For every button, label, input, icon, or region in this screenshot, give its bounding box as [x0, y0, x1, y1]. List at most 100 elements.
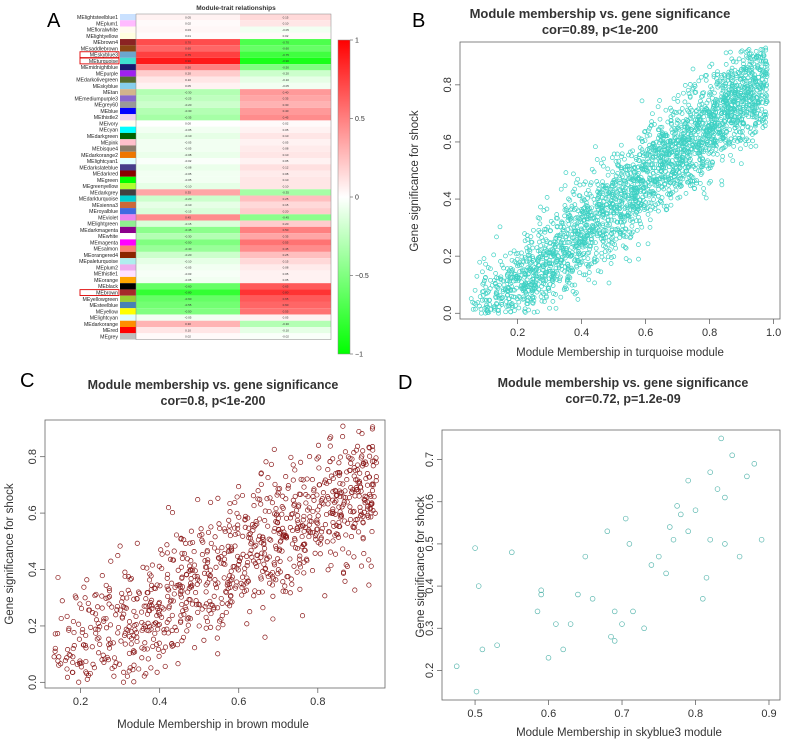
data-point — [307, 454, 313, 460]
data-point — [317, 551, 323, 557]
cell-value: -0.20 — [185, 253, 192, 257]
data-point — [643, 200, 648, 205]
data-point — [611, 210, 616, 216]
data-point — [543, 289, 549, 295]
data-point — [280, 525, 286, 531]
data-point — [177, 591, 183, 597]
data-point — [628, 234, 634, 240]
data-point — [567, 197, 573, 203]
data-point — [262, 566, 268, 572]
data-point — [327, 549, 334, 555]
data-point — [154, 669, 160, 675]
heatmap-cell — [136, 51, 240, 58]
data-point — [615, 219, 621, 225]
data-point — [637, 145, 643, 150]
data-point — [729, 83, 735, 89]
data-point — [513, 251, 519, 257]
data-point — [619, 621, 625, 627]
heatmap-cell — [240, 157, 331, 165]
data-point — [81, 584, 87, 590]
data-point — [128, 641, 134, 647]
data-point — [307, 514, 313, 520]
data-point — [184, 628, 190, 634]
data-point — [260, 536, 266, 543]
cell-value: -0.30 — [185, 90, 192, 94]
data-point — [317, 482, 323, 488]
data-point — [670, 163, 676, 169]
data-point — [590, 227, 595, 232]
data-point — [636, 175, 641, 181]
module-color-swatch — [120, 208, 136, 215]
data-point — [595, 217, 600, 223]
data-point — [287, 556, 293, 562]
heatmap-cell — [136, 258, 240, 265]
module-color-swatch — [120, 189, 136, 196]
data-point — [740, 125, 745, 131]
data-point — [725, 140, 731, 146]
data-point — [733, 71, 738, 77]
data-point — [93, 591, 99, 597]
data-point — [307, 518, 313, 524]
data-point — [236, 484, 242, 490]
data-point — [679, 134, 685, 140]
data-point — [587, 191, 593, 197]
data-point — [523, 256, 529, 262]
data-point — [356, 529, 362, 535]
data-point — [275, 486, 281, 492]
data-point — [685, 150, 690, 156]
heatmap-cell — [240, 289, 331, 296]
cell-value: -0.70 — [282, 40, 289, 44]
data-point — [506, 270, 511, 276]
data-point — [573, 180, 579, 186]
data-point — [626, 213, 632, 219]
data-point — [134, 596, 140, 602]
data-point — [275, 515, 281, 521]
data-point — [226, 528, 232, 534]
data-point — [536, 227, 542, 233]
scatter-subtitle: cor=0.89, p<1e-200 — [542, 22, 658, 37]
highlight-box — [79, 57, 120, 65]
data-point — [701, 191, 707, 196]
data-point — [738, 67, 744, 72]
panel-label-a: A — [47, 10, 61, 32]
data-point — [571, 171, 576, 177]
cell-value: -0.30 — [282, 322, 289, 326]
module-label: MEblue — [100, 109, 118, 115]
cell-value: -0.75 — [282, 53, 289, 57]
heatmap-cell — [136, 170, 240, 177]
heatmap-cell — [240, 132, 331, 140]
data-point — [223, 589, 229, 595]
data-point — [156, 601, 162, 607]
data-point — [208, 499, 214, 505]
data-point — [483, 304, 489, 310]
data-point — [160, 648, 166, 654]
data-point — [558, 294, 564, 300]
data-point — [553, 265, 559, 271]
data-point — [77, 660, 83, 666]
data-point — [584, 230, 590, 236]
data-point — [552, 244, 558, 250]
data-point — [591, 169, 597, 175]
data-point — [729, 452, 735, 459]
cell-value: 0.90 — [185, 59, 191, 63]
data-point — [319, 500, 325, 506]
data-point — [309, 568, 316, 574]
data-point — [720, 154, 726, 159]
data-point — [253, 542, 259, 548]
data-point — [620, 174, 625, 179]
data-point — [719, 157, 725, 163]
data-point — [609, 217, 614, 223]
data-point — [681, 140, 686, 146]
data-point — [344, 469, 350, 475]
data-point — [618, 142, 624, 148]
data-point — [149, 582, 155, 588]
data-point — [149, 597, 155, 603]
data-point — [603, 235, 609, 240]
data-point — [235, 553, 241, 559]
data-point — [178, 612, 184, 619]
data-point — [234, 565, 240, 571]
data-point — [322, 477, 328, 483]
data-point — [325, 567, 331, 573]
data-point — [494, 234, 499, 240]
cell-value: -0.55 — [185, 303, 192, 307]
